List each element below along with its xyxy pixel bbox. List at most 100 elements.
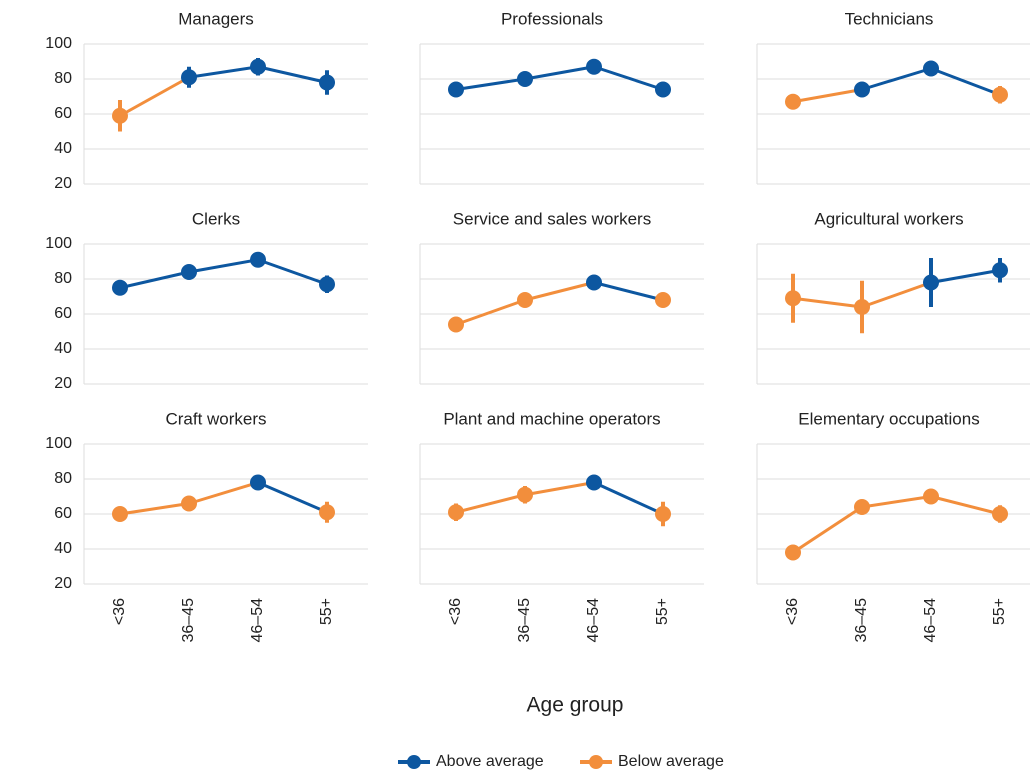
y-tick-label: 40 [54, 540, 72, 557]
point [923, 60, 939, 77]
line-segment [455, 493, 526, 514]
line-segment [930, 495, 1001, 516]
line-segment [593, 481, 664, 516]
x-tick-label: 55+ [991, 598, 1008, 625]
y-tick-label: 60 [54, 505, 72, 522]
panel-title: Agricultural workers [814, 209, 963, 228]
panel-title: Craft workers [165, 409, 266, 428]
point [319, 276, 335, 293]
point [181, 69, 197, 86]
point [992, 506, 1008, 522]
y-tick-label: 40 [54, 140, 72, 157]
point [655, 81, 671, 98]
point [250, 251, 266, 268]
panel-title: Technicians [845, 9, 934, 28]
point [517, 292, 533, 308]
point [586, 274, 602, 291]
legend-label: Above average [436, 753, 544, 770]
line-segment [524, 65, 595, 81]
point [250, 58, 266, 75]
line-segment [593, 65, 664, 91]
line-segment [792, 296, 863, 309]
y-tick-label: 100 [45, 435, 72, 452]
point [923, 488, 939, 505]
line-segment [119, 502, 190, 516]
panel-title: Service and sales workers [453, 209, 651, 228]
line-segment [861, 281, 932, 309]
legend-label: Below average [618, 753, 724, 770]
line-segment [455, 77, 526, 91]
point [854, 499, 870, 515]
y-tick-label: 100 [45, 35, 72, 52]
point [992, 86, 1008, 103]
x-tick-label: 55+ [318, 598, 335, 625]
point [586, 474, 602, 491]
point [112, 279, 128, 296]
point [319, 504, 335, 521]
point [586, 58, 602, 75]
point [785, 544, 801, 561]
panel-title: Elementary occupations [798, 409, 979, 428]
line-segment [861, 67, 932, 91]
point [112, 107, 128, 124]
point [785, 93, 801, 110]
point [181, 264, 197, 280]
legend-marker [589, 755, 603, 769]
y-tick-label: 60 [54, 105, 72, 122]
line-segment [593, 281, 664, 302]
line-segment [188, 65, 259, 79]
point [992, 262, 1008, 279]
y-tick-label: 60 [54, 305, 72, 322]
line-segment [257, 258, 328, 286]
y-tick-label: 80 [54, 470, 72, 487]
x-tick-label: 46–54 [922, 598, 939, 643]
point [112, 506, 128, 522]
x-tick-label: 36–45 [180, 598, 197, 643]
x-tick-label: 36–45 [853, 598, 870, 643]
line-segment [792, 88, 863, 104]
y-tick-label: 20 [54, 375, 72, 392]
line-segment [188, 481, 259, 505]
line-segment [792, 505, 863, 554]
point [250, 474, 266, 491]
panel-title: Managers [178, 9, 254, 28]
line-segment [257, 481, 328, 514]
x-tick-label: 55+ [654, 598, 671, 625]
line-segment [930, 268, 1001, 284]
line-segment [257, 65, 328, 84]
y-tick-label: 20 [54, 175, 72, 192]
y-tick-label: 80 [54, 70, 72, 87]
line-segment [524, 281, 595, 302]
point [854, 299, 870, 315]
point [448, 81, 464, 98]
point [319, 74, 335, 91]
line-segment [188, 258, 259, 274]
point [854, 81, 870, 98]
x-tick-label: <36 [111, 598, 128, 625]
x-tick-label: 46–54 [249, 598, 266, 643]
panel-title: Plant and machine operators [443, 409, 660, 428]
line-segment [119, 75, 190, 118]
point [448, 504, 464, 521]
line-segment [455, 298, 526, 326]
point [655, 292, 671, 308]
panel-title: Professionals [501, 9, 603, 28]
y-tick-label: 100 [45, 235, 72, 252]
x-axis-label: Age group [527, 694, 624, 717]
y-tick-label: 40 [54, 340, 72, 357]
y-tick-label: 80 [54, 270, 72, 287]
point [448, 316, 464, 333]
line-segment [119, 270, 190, 290]
point [181, 495, 197, 512]
point [517, 71, 533, 87]
line-segment [524, 481, 595, 497]
x-tick-label: <36 [784, 598, 801, 625]
legend-marker [407, 755, 421, 769]
point [923, 274, 939, 291]
point [517, 486, 533, 503]
panel-title: Clerks [192, 209, 240, 228]
point [785, 290, 801, 307]
y-tick-label: 20 [54, 575, 72, 592]
x-tick-label: <36 [447, 598, 464, 625]
